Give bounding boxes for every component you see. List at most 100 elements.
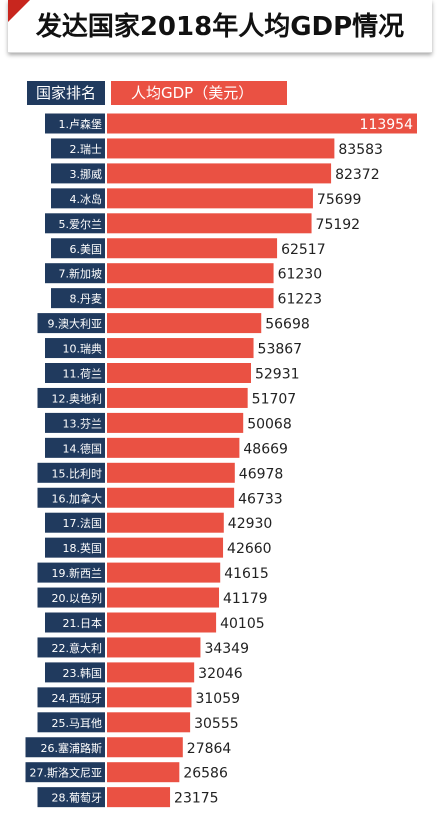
gdp-bar — [107, 712, 191, 733]
rank-label: 28.葡萄牙 — [52, 792, 103, 805]
rank-label: 2.瑞士 — [70, 142, 103, 156]
rank-label: 5.爱尔兰 — [59, 218, 103, 231]
rank-label: 25.马耳他 — [52, 717, 103, 730]
gdp-bar — [107, 213, 312, 234]
rank-label: 16.加拿大 — [52, 491, 103, 505]
rank-label-bg — [51, 163, 105, 184]
value-label: 83583 — [338, 142, 383, 158]
rank-label-bg — [51, 188, 105, 209]
rank-label: 7.新加坡 — [59, 267, 103, 281]
rank-label: 14.德国 — [63, 441, 103, 455]
rank-label-bg — [51, 288, 105, 309]
rank-label-bg — [37, 562, 105, 583]
gdp-bar — [107, 363, 251, 383]
gdp-bar — [107, 487, 235, 508]
gdp-bar — [107, 562, 221, 583]
gdp-bar — [107, 238, 278, 259]
rank-label-bg — [37, 487, 105, 508]
value-label: 31059 — [195, 691, 240, 707]
gdp-bar — [107, 387, 248, 408]
rank-label-bg — [45, 437, 105, 458]
value-label: 53867 — [258, 342, 303, 358]
rank-label-bg — [45, 537, 105, 558]
gdp-bar — [107, 437, 240, 458]
value-label: 46733 — [238, 491, 283, 507]
gdp-bar — [107, 537, 224, 558]
rank-label-bg — [51, 238, 105, 259]
gdp-bar — [107, 612, 217, 633]
gdp-bar — [107, 313, 262, 334]
rank-label-bg — [37, 712, 105, 733]
rank-label: 23.韩国 — [63, 666, 103, 680]
rank-label-bg — [25, 762, 105, 783]
value-label: 50068 — [247, 416, 292, 432]
rank-label-bg — [37, 462, 105, 483]
rank-label: 11.荷兰 — [63, 368, 103, 381]
value-label: 46978 — [239, 466, 284, 482]
rank-label-bg — [37, 637, 105, 658]
value-label: 51707 — [252, 391, 297, 407]
gdp-bar — [107, 163, 332, 184]
gdp-bar — [107, 462, 235, 483]
rank-label: 9.澳大利亚 — [48, 317, 103, 331]
value-label: 56698 — [265, 317, 310, 333]
value-label: 82372 — [335, 167, 380, 183]
rank-label-bg — [45, 338, 105, 359]
title-banner: 发达国家2018年人均GDP情况 — [8, 0, 432, 53]
gdp-bar — [107, 787, 171, 808]
value-label: 42930 — [228, 516, 273, 532]
rank-label: 21.日本 — [63, 616, 103, 630]
rank-label-bg — [37, 587, 105, 608]
rank-column-header: 国家排名 — [27, 81, 105, 105]
rank-label-bg — [45, 612, 105, 633]
rank-label-bg — [37, 387, 105, 408]
rank-label-bg — [37, 313, 105, 334]
rank-label: 6.美国 — [70, 243, 103, 256]
value-label: 34349 — [204, 641, 249, 657]
gdp-bar — [107, 512, 224, 533]
value-label: 75699 — [317, 192, 362, 208]
gdp-bar — [107, 263, 274, 284]
rank-label: 27.斯洛文尼亚 — [30, 766, 103, 780]
rank-label: 10.瑞典 — [63, 342, 103, 356]
value-label: 30555 — [194, 716, 239, 732]
value-label: 75192 — [316, 217, 361, 233]
gdp-bar — [107, 762, 180, 783]
gdp-bar — [107, 737, 183, 758]
rank-label: 26.塞浦路斯 — [41, 741, 103, 755]
rank-label: 8.丹麦 — [70, 293, 103, 306]
gdp-bar — [107, 138, 335, 159]
rank-label-bg — [45, 412, 105, 433]
rank-label: 15.比利时 — [52, 467, 103, 480]
gdp-bar — [107, 687, 192, 708]
rank-label: 4.冰岛 — [70, 192, 103, 206]
gdp-bar — [107, 288, 274, 309]
value-label: 40105 — [220, 616, 265, 632]
value-label: 52931 — [255, 367, 300, 383]
value-label: 61223 — [278, 292, 323, 308]
rank-label-bg — [45, 113, 105, 134]
value-label: 61230 — [278, 267, 323, 283]
gdp-bar — [107, 637, 201, 658]
value-label: 48669 — [243, 441, 288, 457]
rank-label: 18.英国 — [63, 541, 103, 555]
value-label: 23175 — [174, 791, 219, 807]
rank-label-bg — [45, 363, 105, 383]
value-label: 41615 — [224, 566, 269, 582]
value-label: 32046 — [198, 666, 243, 682]
gdp-bar — [107, 338, 254, 359]
rank-label-bg — [37, 687, 105, 708]
gdp-bar — [107, 113, 417, 134]
gdp-bar — [107, 188, 313, 209]
gdp-bar — [107, 662, 195, 683]
value-label: 41179 — [223, 591, 268, 607]
rank-label: 22.意大利 — [52, 641, 103, 655]
value-label: 62517 — [281, 242, 326, 258]
rank-label-bg — [45, 213, 105, 234]
value-label: 26586 — [183, 766, 228, 782]
rank-label: 1.卢森堡 — [59, 117, 103, 131]
title-accent-corner — [8, 0, 30, 22]
chart-title: 发达国家2018年人均GDP情况 — [35, 12, 405, 42]
rank-label: 12.奥地利 — [52, 391, 103, 405]
gdp-bar — [107, 412, 244, 433]
